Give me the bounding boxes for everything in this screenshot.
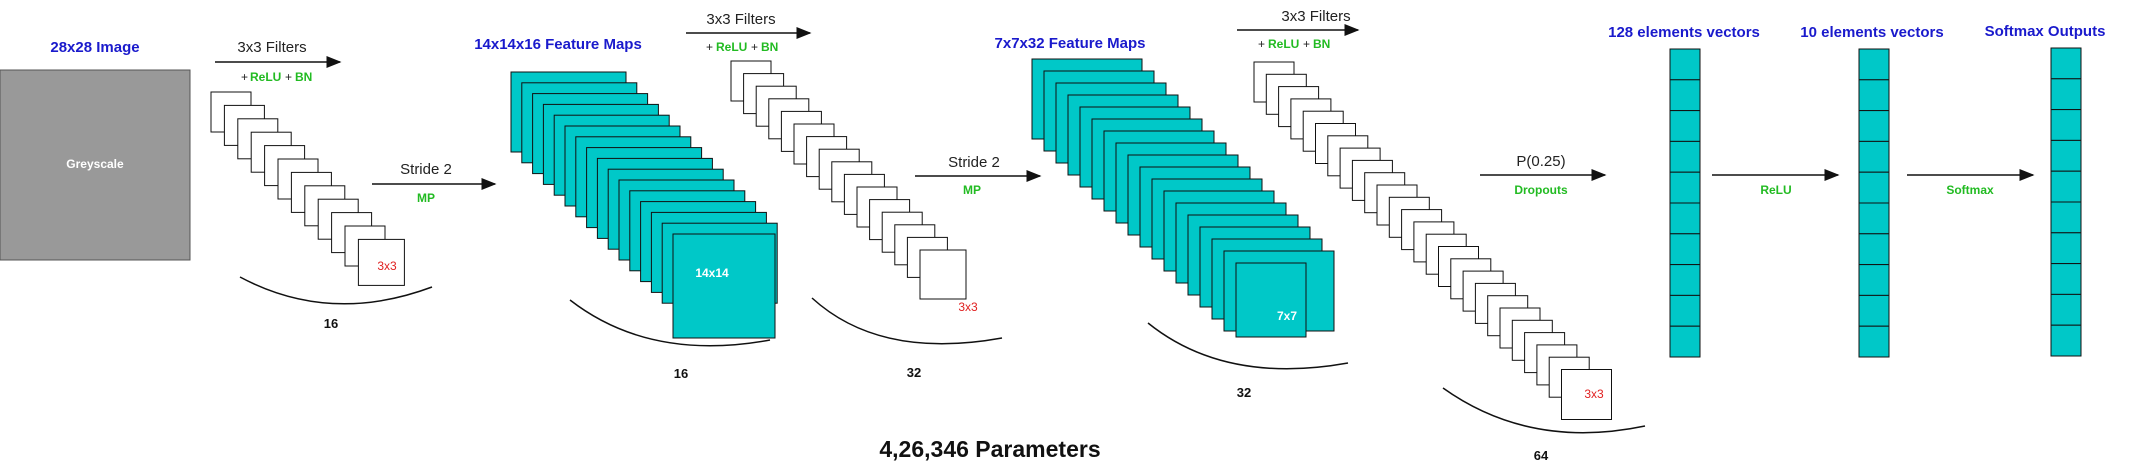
dense2-cell <box>1858 233 1890 266</box>
output-cell <box>2050 293 2082 326</box>
dense1-vector <box>1669 48 1701 358</box>
dense1-cell <box>1669 140 1701 173</box>
svg-text:+: + <box>241 70 248 84</box>
parameters-count: 4,26,346 Parameters <box>879 436 1100 462</box>
output-cell <box>2050 201 2082 234</box>
conv2-filter-layer <box>919 249 967 300</box>
conv3-filter-title: 3x3 Filters <box>1281 8 1350 25</box>
fmap2-title: 7x7x32 Feature Maps <box>995 35 1146 52</box>
pool1-op: MP <box>417 191 435 205</box>
output-cell <box>2050 232 2082 265</box>
conv1-activation: + ReLU + BN <box>241 70 312 84</box>
svg-text:+: + <box>751 40 758 54</box>
output-cell <box>2050 109 2082 141</box>
conv3-filter-layer <box>1561 369 1612 420</box>
conv1-filter-stack <box>210 91 405 286</box>
output-cell <box>2050 263 2082 295</box>
svg-text:ReLU: ReLU <box>716 40 747 54</box>
dense1-cell <box>1669 294 1701 327</box>
dense1-cell <box>1669 79 1701 112</box>
dense1-cell <box>1669 171 1701 204</box>
dense2-vector <box>1858 48 1890 358</box>
conv3-kernel-label: 3x3 <box>1584 387 1604 401</box>
fmap2-map-layer <box>1235 262 1307 338</box>
fmap2-brace <box>1147 322 1349 370</box>
svg-text:+: + <box>706 40 713 54</box>
fmap1-stack <box>510 71 778 339</box>
dense2-cell <box>1858 294 1890 327</box>
svg-text:BN: BN <box>761 40 778 54</box>
fmap2-label: 7x7 <box>1277 309 1297 323</box>
svg-text:BN: BN <box>295 70 312 84</box>
output-cell <box>2050 324 2082 357</box>
dense2-cell <box>1858 202 1890 235</box>
dense2-cell <box>1858 79 1890 112</box>
dense1-cell <box>1669 325 1701 358</box>
conv3-filter-stack <box>1253 61 1612 420</box>
pool1-label: Stride 2 <box>400 161 452 178</box>
output-title: Softmax Outputs <box>1985 23 2106 40</box>
dense1-title: 128 elements vectors <box>1608 24 1760 41</box>
svg-text:+: + <box>1258 37 1265 51</box>
fmap1-label: 14x14 <box>695 266 729 280</box>
dense2-cell <box>1858 264 1890 296</box>
svg-text:+: + <box>1303 37 1310 51</box>
dense1-cell <box>1669 202 1701 235</box>
dropout-op: Dropouts <box>1514 183 1568 197</box>
conv1-filter-layer <box>357 238 405 286</box>
dense1-cell <box>1669 48 1701 81</box>
conv1-count: 16 <box>324 316 338 331</box>
fmap1-brace <box>569 299 771 347</box>
conv3-activation: + ReLU + BN <box>1258 37 1330 51</box>
output-cell <box>2050 170 2082 203</box>
dense2-cell <box>1858 140 1890 173</box>
act2-op: Softmax <box>1946 183 1994 197</box>
conv2-activation: + ReLU + BN <box>706 40 778 54</box>
fmap2-stack <box>1031 58 1335 338</box>
conv1-kernel-label: 3x3 <box>377 259 397 273</box>
pool2-op: MP <box>963 183 981 197</box>
conv3-count: 64 <box>1534 448 1549 463</box>
conv3-brace <box>1442 387 1646 434</box>
conv1-filter-title: 3x3 Filters <box>237 39 306 56</box>
output-cell <box>2050 139 2082 172</box>
svg-text:ReLU: ReLU <box>1268 37 1299 51</box>
conv2-brace <box>811 297 1003 345</box>
dense2-cell <box>1858 48 1890 81</box>
output-cell <box>2050 78 2082 111</box>
fmap1-map-layer <box>672 233 776 339</box>
conv2-count: 32 <box>907 365 921 380</box>
dense2-cell <box>1858 110 1890 142</box>
conv2-filter-title: 3x3 Filters <box>706 11 775 28</box>
input-title: 28x28 Image <box>50 39 139 56</box>
output-vector <box>2050 47 2082 357</box>
svg-text:ReLU: ReLU <box>250 70 281 84</box>
svg-text:+: + <box>285 70 292 84</box>
dense2-cell <box>1858 171 1890 204</box>
output-cell <box>2050 47 2082 80</box>
conv2-kernel-label: 3x3 <box>958 300 978 314</box>
conv2-filter-stack <box>730 60 967 300</box>
dropout-label: P(0.25) <box>1516 153 1565 170</box>
fmap1-title: 14x14x16 Feature Maps <box>474 36 642 53</box>
act1-op: ReLU <box>1760 183 1791 197</box>
dense1-cell <box>1669 233 1701 266</box>
input-label: Greyscale <box>66 157 124 171</box>
pool2-label: Stride 2 <box>948 154 1000 171</box>
dense2-cell <box>1858 325 1890 358</box>
svg-text:BN: BN <box>1313 37 1330 51</box>
fmap2-count: 32 <box>1237 385 1251 400</box>
dense2-title: 10 elements vectors <box>1800 24 1943 41</box>
conv1-brace <box>239 276 433 305</box>
dense1-cell <box>1669 264 1701 296</box>
input-image <box>0 69 191 261</box>
dense1-cell <box>1669 110 1701 142</box>
fmap1-count: 16 <box>674 366 688 381</box>
